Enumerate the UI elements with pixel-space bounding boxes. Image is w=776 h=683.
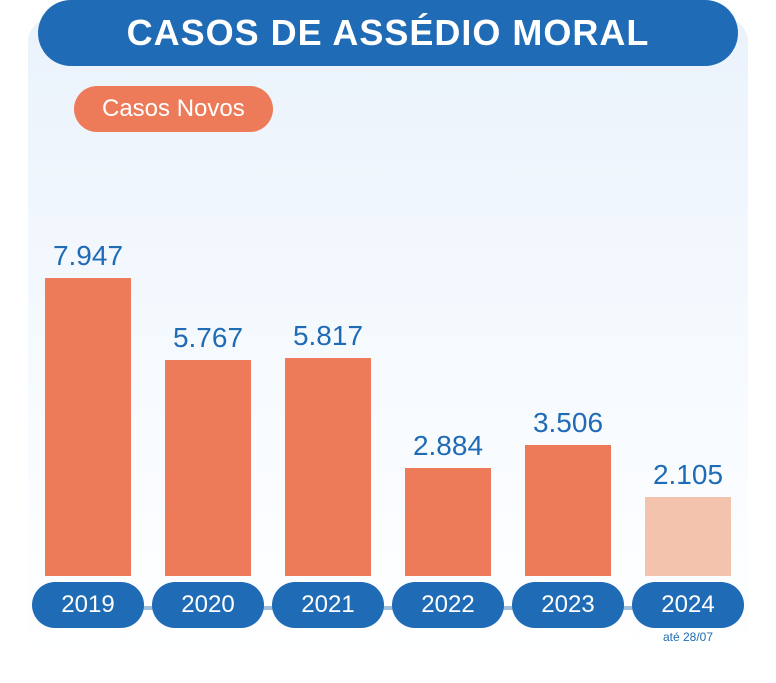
year-pill: 2024 bbox=[632, 582, 744, 628]
year-pill: 2023 bbox=[512, 582, 624, 628]
value-label: 2.884 bbox=[390, 430, 506, 462]
legend-text: Casos Novos bbox=[102, 95, 245, 123]
year-pill: 2019 bbox=[32, 582, 144, 628]
bar bbox=[405, 468, 491, 576]
bar-chart: 7.947 2019 5.767 2020 5.817 2021 2.884 2022 3.50… bbox=[28, 150, 748, 630]
value-label: 2.105 bbox=[630, 459, 746, 491]
title-text: CASOS DE ASSÉDIO MORAL bbox=[127, 12, 650, 54]
bar bbox=[45, 278, 131, 576]
value-label: 5.767 bbox=[150, 322, 266, 354]
bar bbox=[285, 358, 371, 576]
year-pill: 2022 bbox=[392, 582, 504, 628]
title-bar: CASOS DE ASSÉDIO MORAL bbox=[38, 0, 738, 66]
year-pill: 2021 bbox=[272, 582, 384, 628]
year-pill: 2020 bbox=[152, 582, 264, 628]
bar bbox=[525, 445, 611, 576]
value-label: 5.817 bbox=[270, 320, 386, 352]
value-label: 3.506 bbox=[510, 407, 626, 439]
bar bbox=[165, 360, 251, 576]
bar bbox=[645, 497, 731, 576]
year-sublabel: até 28/07 bbox=[630, 630, 746, 644]
value-label: 7.947 bbox=[30, 240, 146, 272]
legend-pill: Casos Novos bbox=[74, 86, 273, 132]
